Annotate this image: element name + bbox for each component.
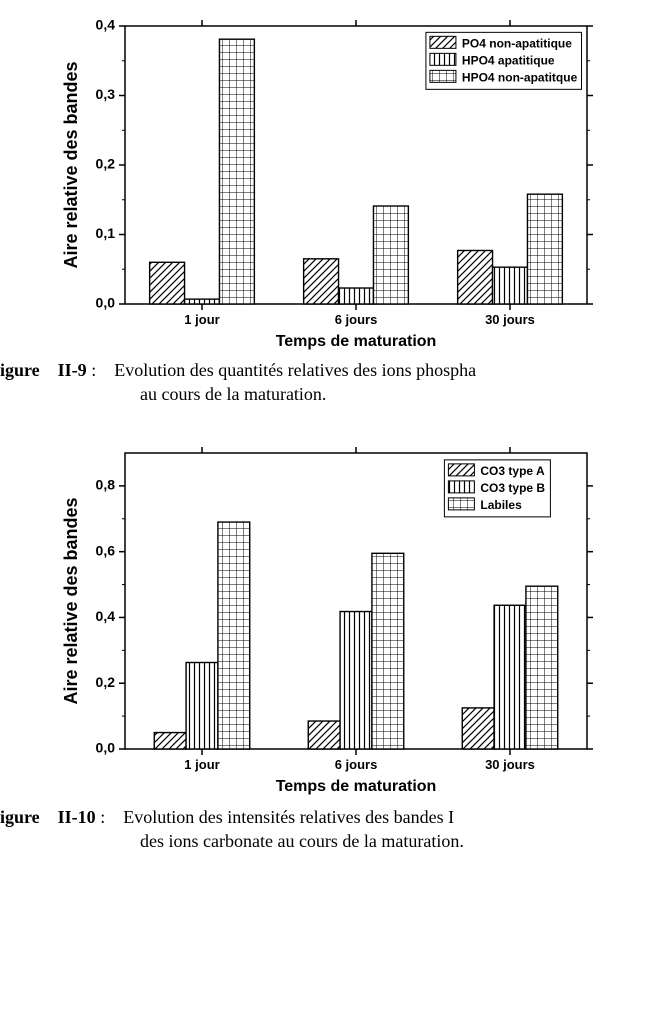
svg-text:0,0: 0,0 [96,739,116,755]
bar [186,662,218,748]
svg-text:0,3: 0,3 [96,86,116,102]
figure-2: 0,0 0,2 0,4 0,6 0,8 Aire relative des bandes 1… [0,437,654,874]
bar [218,522,250,749]
svg-text:HPO4 apatitique: HPO4 apatitique [462,53,555,67]
svg-text:30 jours: 30 jours [485,757,535,772]
svg-text:1 jour: 1 jour [184,757,219,772]
bar [462,707,494,748]
figure-1-colon: : [87,360,97,380]
figure-1: 0,0 0,1 0,2 0,3 0,4 Aire relative des bandes 1… [0,10,654,427]
svg-text:0,0: 0,0 [96,295,116,311]
svg-text:PO4 non-apatitique: PO4 non-apatitique [462,36,572,50]
chart-2: 0,0 0,2 0,4 0,6 0,8 Aire relative des bandes 1… [47,437,607,797]
figure-2-label: igure [0,807,40,827]
figure-1-caption: igure II-9 : Evolution des quantités rel… [0,350,654,427]
figure-1-label: igure [0,360,40,380]
svg-text:0,4: 0,4 [96,608,116,624]
bar [150,262,185,304]
svg-text:1 jour: 1 jour [184,312,219,327]
bar [154,732,186,748]
svg-text:HPO4 non-apatitque: HPO4 non-apatitque [462,70,578,84]
svg-text:0,8: 0,8 [96,476,116,492]
figure-2-caption: igure II-10 : Evolution des intensités r… [0,797,654,874]
bar [219,39,254,304]
bar [526,586,558,749]
bar [339,288,374,304]
figure-2-text-line1: Evolution des intensités relatives des b… [123,807,454,827]
bar [304,259,339,304]
bar [493,267,528,304]
svg-text:0,6: 0,6 [96,542,116,558]
svg-text:0,4: 0,4 [96,17,116,33]
bar [527,194,562,304]
svg-text:0,2: 0,2 [96,156,116,172]
bar [372,553,404,749]
svg-text:0,1: 0,1 [96,225,116,241]
svg-text:CO3 type B: CO3 type B [480,480,545,494]
bar-chart: 0,0 0,2 0,4 0,6 0,8 Aire relative des bandes 1… [47,437,607,797]
svg-text:Temps de maturation: Temps de maturation [276,778,437,795]
svg-text:30 jours: 30 jours [485,312,535,327]
svg-text:Labiles: Labiles [480,497,522,511]
svg-text:Temps de maturation: Temps de maturation [276,333,437,350]
figure-2-colon: : [96,807,106,827]
figure-2-num: II-10 [58,807,96,827]
figure-2-text-line2: des ions carbonate au cours de la matura… [0,829,654,853]
svg-text:0,2: 0,2 [96,674,116,690]
bar [494,605,526,749]
svg-text:6 jours: 6 jours [335,757,378,772]
svg-text:Aire relative des bandes: Aire relative des bandes [61,497,81,704]
bar-chart: 0,0 0,1 0,2 0,3 0,4 Aire relative des bandes 1… [47,10,607,350]
figure-1-num: II-9 [58,360,87,380]
figure-1-text-line1: Evolution des quantités relatives des io… [114,360,476,380]
svg-text:6 jours: 6 jours [335,312,378,327]
bar [373,206,408,304]
bar [308,721,340,749]
svg-text:Aire relative des bandes: Aire relative des bandes [61,61,81,268]
svg-text:CO3 type A: CO3 type A [480,463,545,477]
figure-1-text-line2: au cours de la maturation. [0,382,654,406]
chart-1: 0,0 0,1 0,2 0,3 0,4 Aire relative des bandes 1… [47,10,607,350]
bar [340,611,372,748]
bar [458,250,493,304]
bar [185,299,220,304]
